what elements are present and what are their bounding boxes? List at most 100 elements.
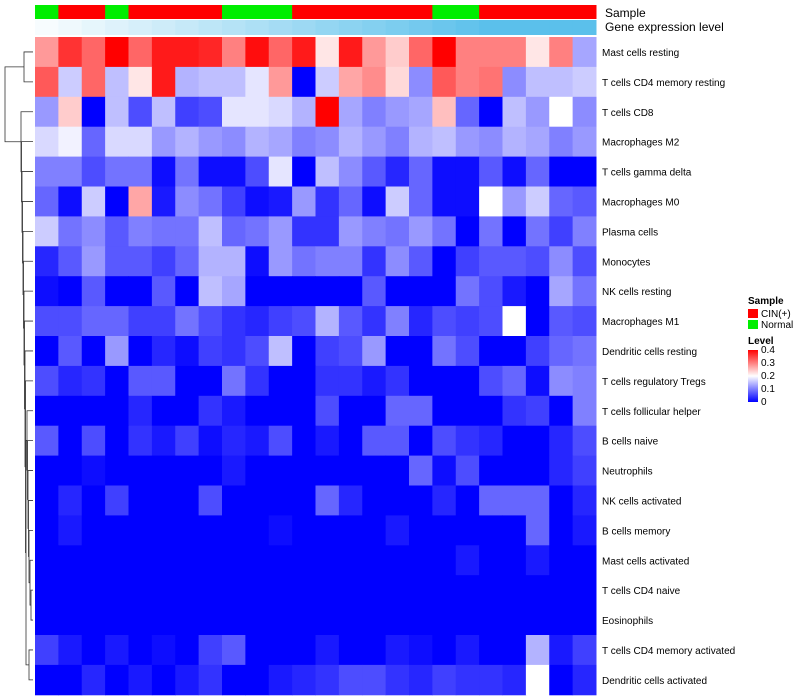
heatmap-cell [292, 156, 316, 187]
heatmap-cell [502, 365, 527, 397]
heatmap-cell [35, 605, 59, 636]
heatmap-cell [81, 575, 106, 606]
heatmap-cell [58, 276, 83, 307]
heatmap-cell [455, 485, 480, 516]
heatmap-cell [292, 336, 316, 367]
heatmap-cell [362, 395, 387, 427]
heatmap-cell [58, 246, 83, 277]
legend-level-tick-0: 0 [761, 397, 767, 408]
heatmap-cell [385, 246, 410, 277]
row-label: T cells CD8 [602, 108, 654, 119]
heatmap-cell [315, 276, 340, 307]
row-label: Plasma cells [602, 227, 658, 238]
heatmap-cell [479, 515, 503, 546]
heatmap-cell [525, 96, 550, 128]
sample-annotation-cell [385, 5, 410, 19]
heatmap-cell [549, 96, 574, 128]
row-labels: Mast cells resting T cells CD4 memory res… [602, 48, 735, 687]
heatmap-cell [315, 306, 340, 337]
heatmap-cell [549, 395, 574, 427]
heatmap-cell [502, 336, 527, 367]
heatmap-cell [175, 395, 200, 427]
row-label: Mast cells resting [602, 48, 679, 59]
heatmap-cell [455, 246, 480, 277]
sample-annotation-cell [362, 5, 387, 19]
heatmap-cell [338, 126, 363, 158]
heatmap-cell [151, 635, 176, 666]
heatmap-cell [385, 96, 410, 128]
heatmap-cell [35, 336, 59, 367]
heatmap-cell [315, 485, 340, 516]
gene-expression-annotation-cell [432, 20, 457, 35]
gene-expression-annotation-cell [525, 20, 550, 35]
heatmap-cell [549, 336, 574, 367]
heatmap-cell [151, 246, 176, 277]
heatmap-cell [222, 246, 246, 277]
heatmap-cell [338, 37, 363, 68]
heatmap-cell [245, 515, 270, 546]
heatmap-cell [572, 336, 597, 367]
heatmap-cell [175, 156, 200, 187]
heatmap-cell [58, 306, 83, 337]
heatmap-cell [338, 425, 363, 457]
heatmap-cell [105, 605, 129, 636]
heatmap-cell [292, 126, 316, 158]
gene-expression-annotation-cell [479, 20, 503, 35]
heatmap-cell [409, 246, 433, 277]
heatmap-cell [198, 664, 223, 696]
heatmap-cell [525, 66, 550, 98]
heatmap-cell [338, 186, 363, 217]
heatmap-cell [455, 126, 480, 158]
heatmap-cell [362, 635, 387, 666]
heatmap-cell [105, 66, 129, 98]
heatmap-cell [245, 186, 270, 217]
sample-annotation-cell [479, 5, 503, 19]
heatmap-cell [525, 216, 550, 247]
gene-expression-annotation-cell [385, 20, 410, 35]
heatmap-cell [572, 306, 597, 337]
heatmap-cell [58, 485, 83, 516]
heatmap-cell [128, 306, 153, 337]
heatmap-cell [385, 306, 410, 337]
legend-item-normal: Normal [761, 320, 793, 331]
sample-annotation-cell [222, 5, 246, 19]
heatmap-cell [432, 485, 457, 516]
heatmap-cell [572, 485, 597, 516]
heatmap-cell [175, 126, 200, 158]
heatmap-cell [455, 37, 480, 68]
legend-level-tick-0.1: 0.1 [761, 384, 775, 395]
heatmap-cell [572, 635, 597, 666]
heatmap-cell [338, 156, 363, 187]
heatmap-cell [268, 485, 293, 516]
heatmap-cells [35, 37, 597, 696]
heatmap-cell [315, 336, 340, 367]
heatmap-cell [268, 575, 293, 606]
heatmap-cell [292, 485, 316, 516]
heatmap-cell [151, 575, 176, 606]
heatmap-cell [245, 37, 270, 68]
heatmap-cell [128, 96, 153, 128]
heatmap-cell [409, 605, 433, 636]
heatmap-cell [525, 575, 550, 606]
legend-swatch-normal [748, 320, 758, 329]
heatmap-cell [315, 126, 340, 158]
heatmap-cell [409, 365, 433, 397]
heatmap-cell [222, 156, 246, 187]
heatmap-cell [479, 575, 503, 606]
heatmap-cell [222, 395, 246, 427]
heatmap-cell [81, 485, 106, 516]
heatmap-cell [502, 276, 527, 307]
heatmap-cell [222, 336, 246, 367]
heatmap-cell [222, 605, 246, 636]
heatmap-cell [128, 455, 153, 486]
sample-annotation-cell [338, 5, 363, 19]
heatmap-cell [292, 664, 316, 696]
row-label: Macrophages M2 [602, 138, 680, 149]
heatmap-cell [198, 37, 223, 68]
heatmap-cell [549, 186, 574, 217]
legend-level-colorbar [748, 350, 758, 402]
heatmap-cell [198, 306, 223, 337]
heatmap-cell [549, 156, 574, 187]
heatmap-cell [338, 365, 363, 397]
heatmap-cell [525, 186, 550, 217]
